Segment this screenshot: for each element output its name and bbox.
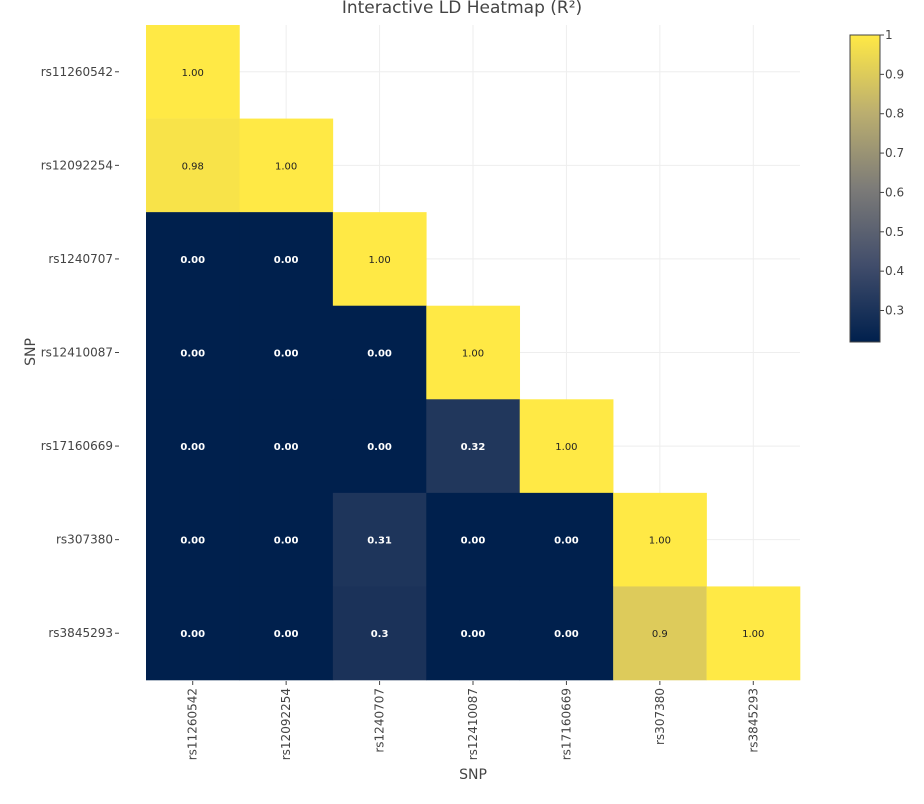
colorbar-ticks: 0.3 0.4 0.5 0.6 0.7 0.8 0.9 1 (880, 28, 904, 318)
x-axis-title: SNP (459, 767, 487, 783)
y-tick-label: rs3845293 (48, 626, 113, 640)
colorbar-tick-label: 0.5 (885, 225, 904, 239)
cell-value-label: 0.00 (461, 629, 486, 640)
x-tick-label: rs307380 (653, 688, 667, 745)
x-tick-label: rs1240707 (373, 688, 387, 753)
cell-value-label: 0.00 (461, 536, 486, 547)
chart-title: Interactive LD Heatmap (R²) (342, 0, 582, 18)
heatmap-cell[interactable] (146, 118, 240, 213)
cell-value-label: 0.00 (180, 349, 205, 360)
heatmap-cell[interactable] (613, 586, 707, 681)
colorbar-tick-label: 1 (885, 28, 893, 42)
colorbar-tick-label: 0.7 (885, 146, 904, 160)
colorbar-gradient (849, 34, 881, 343)
x-tick-label: rs11260542 (186, 688, 200, 760)
cell-value-label: 1.00 (649, 536, 671, 547)
heatmap-cell[interactable] (239, 305, 334, 400)
heatmap-cell[interactable] (146, 212, 240, 307)
colorbar-tick-label: 0.9 (885, 67, 904, 81)
cell-value-label: 0.00 (180, 629, 205, 640)
cell-value-label: 0.00 (554, 629, 579, 640)
cell-value-label: 0.00 (274, 255, 299, 266)
x-tick-label: rs17160669 (559, 688, 573, 760)
y-tick-label: rs12092254 (41, 158, 113, 172)
cell-value-label: 0.00 (274, 442, 299, 453)
y-tick-label: rs11260542 (41, 65, 113, 79)
colorbar-tick-label: 0.6 (885, 185, 904, 199)
cell-value-label: 1.00 (182, 68, 204, 79)
heatmap-cell[interactable] (426, 586, 521, 681)
cell-value-label: 0.00 (367, 442, 392, 453)
x-axis-ticks: rs11260542 rs12092254 rs1240707 rs12410087 r… (186, 681, 760, 760)
cell-value-label: 0.00 (274, 629, 299, 640)
heatmap-cell[interactable] (239, 586, 334, 681)
cell-value-label: 1.00 (368, 255, 390, 266)
y-axis-ticks: rs11260542 rs12092254 rs1240707 rs12410087 r… (41, 65, 119, 640)
heatmap-cell[interactable] (332, 492, 427, 587)
heatmap-cell[interactable] (519, 492, 614, 587)
colorbar-tick-label: 0.3 (885, 304, 904, 318)
cell-value-label: 0.00 (274, 349, 299, 360)
cell-value-label: 1.00 (555, 442, 577, 453)
cell-value-label: 0.31 (367, 536, 392, 547)
heatmap-cell[interactable] (239, 212, 334, 307)
heatmap-cell[interactable] (426, 305, 521, 400)
heatmap-cell[interactable] (426, 492, 521, 587)
x-tick-label: rs12410087 (466, 688, 480, 760)
cell-value-label: 0.00 (367, 349, 392, 360)
cell-value-label: 1.00 (275, 161, 297, 172)
heatmap-cell[interactable] (332, 212, 427, 307)
heatmap-cell[interactable] (426, 399, 521, 494)
heatmap-cell[interactable] (146, 305, 240, 400)
colorbar-tick-label: 0.8 (885, 107, 904, 121)
heatmap-cell[interactable] (519, 586, 614, 681)
colorbar-tick-label: 0.4 (885, 264, 904, 278)
cell-value-label: 0.00 (180, 255, 205, 266)
cell-value-label: 0.32 (461, 442, 486, 453)
heatmap-cell[interactable] (239, 399, 334, 494)
x-tick-label: rs12092254 (279, 688, 293, 760)
heatmap-cell[interactable] (706, 586, 801, 681)
cell-value-label: 1.00 (742, 629, 764, 640)
cell-value-label: 0.00 (180, 536, 205, 547)
heatmap-cell[interactable] (332, 586, 427, 681)
x-tick-label: rs3845293 (746, 688, 760, 753)
cell-value-label: 1.00 (462, 349, 484, 360)
heatmap-cell[interactable] (146, 25, 240, 119)
heatmap-cells (146, 25, 801, 681)
heatmap-cell[interactable] (332, 399, 427, 494)
y-axis-title: SNP (23, 338, 39, 366)
heatmap-cell[interactable] (519, 399, 614, 494)
cell-value-labels: 1.00 0.98 1.00 0.00 0.00 1.00 0.00 0.00 0.00 1.00… (180, 68, 764, 640)
heatmap-cell[interactable] (613, 492, 707, 587)
heatmap-cell[interactable] (146, 492, 240, 587)
colorbar: 0.3 0.4 0.5 0.6 0.7 0.8 0.9 1 (849, 28, 904, 343)
cell-value-label: 0.00 (554, 536, 579, 547)
y-tick-label: rs1240707 (48, 252, 113, 266)
heatmap-cell[interactable] (332, 305, 427, 400)
y-tick-label: rs307380 (56, 533, 113, 547)
heatmap-cell[interactable] (239, 118, 334, 213)
cell-value-label: 0.9 (652, 629, 668, 640)
cell-value-label: 0.00 (274, 536, 299, 547)
heatmap-cell[interactable] (239, 492, 334, 587)
cell-value-label: 0.98 (182, 161, 204, 172)
cell-value-label: 0.3 (371, 629, 389, 640)
y-tick-label: rs12410087 (41, 346, 113, 360)
heatmap-cell[interactable] (146, 399, 240, 494)
heatmap-cell[interactable] (146, 586, 240, 681)
y-tick-label: rs17160669 (41, 439, 113, 453)
cell-value-label: 0.00 (180, 442, 205, 453)
